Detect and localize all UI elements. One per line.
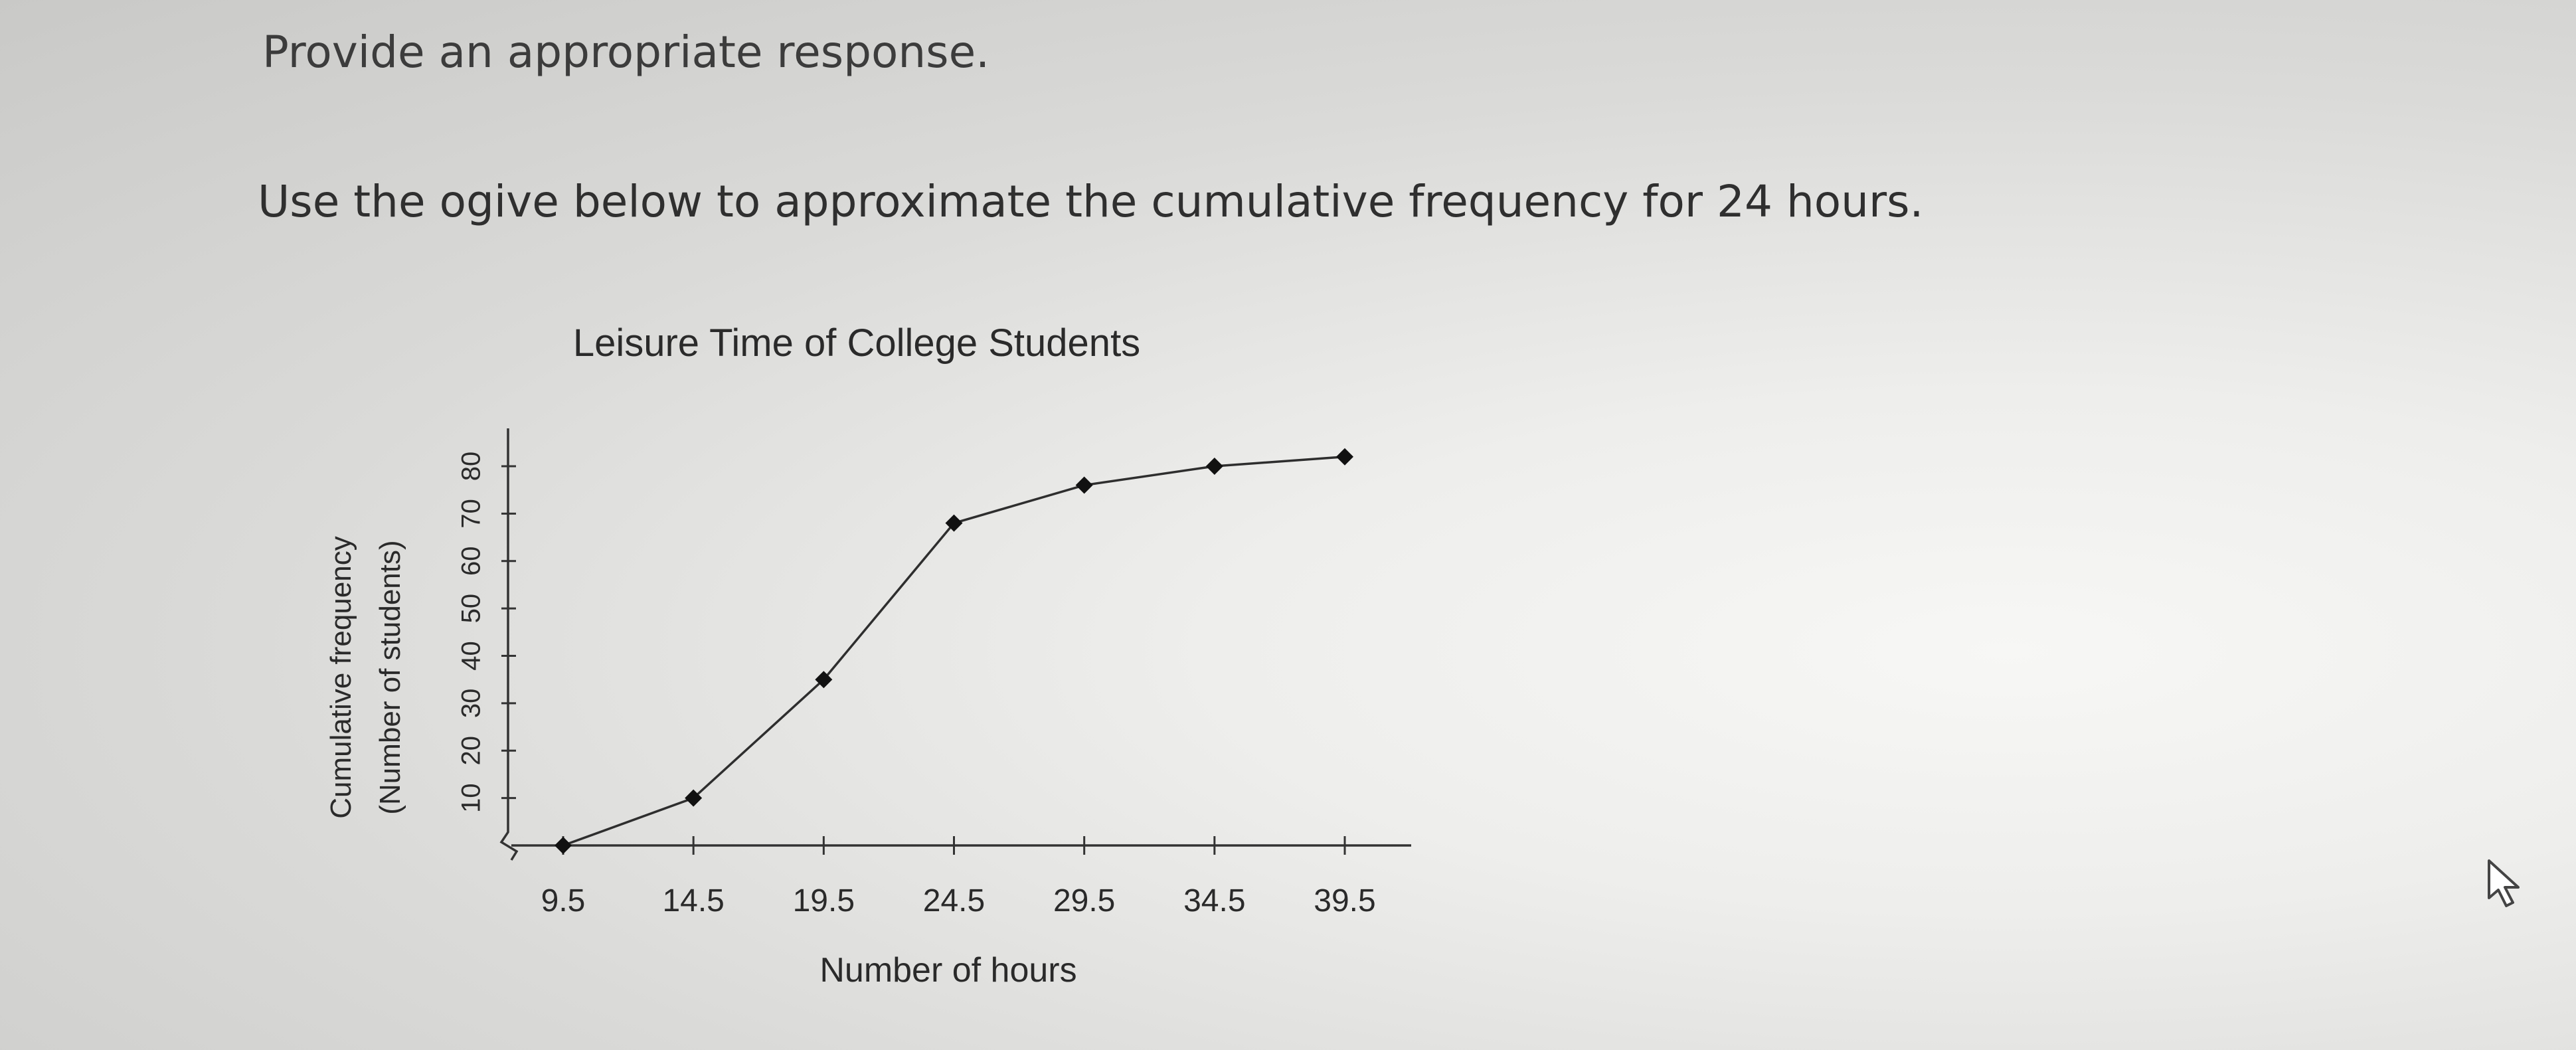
x-tick-label: 34.5 [1183, 883, 1245, 919]
data-point-marker [945, 514, 963, 532]
y-axis-ticks: 10 20 30 40 50 60 70 80 [457, 452, 516, 813]
x-tick-label: 39.5 [1314, 883, 1375, 919]
y-tick-label: 30 [457, 689, 486, 719]
y-tick-label: 20 [457, 736, 486, 766]
y-tick-label: 80 [457, 452, 486, 481]
y-tick-label: 40 [457, 641, 486, 671]
y-tick-label: 50 [457, 594, 486, 624]
data-point-marker [1336, 448, 1353, 466]
mouse-cursor-icon [2488, 859, 2520, 907]
chart-title: Leisure Time of College Students [573, 321, 1140, 365]
data-point-marker [815, 671, 833, 689]
x-tick-label: 14.5 [662, 883, 724, 919]
y-axis-label-line2: (Number of students) [374, 540, 406, 814]
data-point-marker [555, 837, 572, 854]
x-tick-label: 9.5 [541, 883, 586, 919]
data-point-marker [1205, 458, 1223, 475]
ogive-series [555, 448, 1353, 854]
y-axis-label-line1: Cumulative frequency [325, 536, 357, 819]
data-point-marker [1075, 476, 1093, 494]
prompt-text: Provide an appropriate response. [262, 27, 990, 78]
x-tick-label: 29.5 [1053, 883, 1115, 919]
x-tick-label: 24.5 [923, 883, 985, 919]
y-tick-label: 60 [457, 547, 486, 576]
x-axis-label: Number of hours [819, 951, 1076, 990]
y-tick-label: 10 [457, 783, 486, 813]
data-point-marker [685, 789, 703, 807]
question-text: Use the ogive below to approximate the c… [258, 176, 1924, 227]
x-axis-ticks: 9.5 14.5 19.5 24.5 29.5 34.5 39.5 [541, 836, 1376, 919]
y-tick-label: 70 [457, 499, 486, 529]
y-axis-line [499, 428, 519, 861]
x-tick-label: 19.5 [793, 883, 855, 919]
